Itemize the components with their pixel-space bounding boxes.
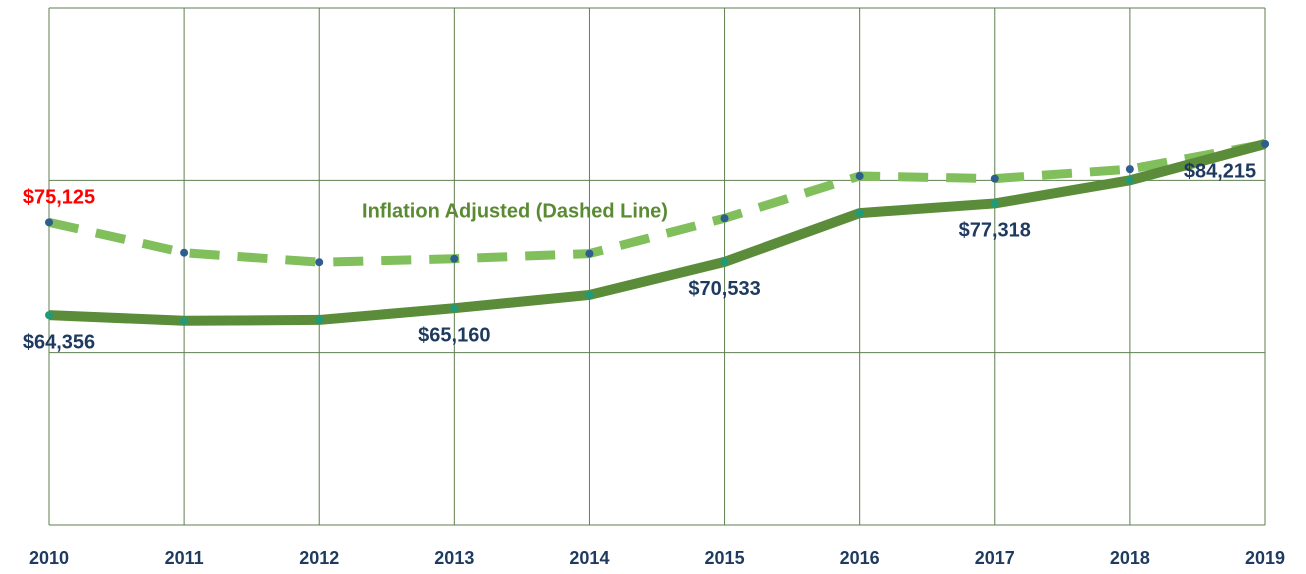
marker <box>990 199 999 208</box>
data-label: $77,318 <box>959 220 1031 242</box>
marker <box>1125 176 1134 185</box>
marker <box>45 311 53 320</box>
data-label: $64,356 <box>23 331 95 353</box>
x-tick-label: 2016 <box>840 548 880 568</box>
marker <box>720 257 729 266</box>
data-label: $65,160 <box>418 324 490 346</box>
annotation: Inflation Adjusted (Dashed Line) <box>362 200 668 222</box>
marker <box>855 209 864 218</box>
marker <box>180 248 189 257</box>
x-tick-label: 2014 <box>569 548 609 568</box>
marker <box>1125 165 1134 174</box>
marker <box>855 172 864 181</box>
marker <box>585 249 594 258</box>
marker <box>720 214 729 223</box>
x-tick-label: 2018 <box>1110 548 1150 568</box>
marker <box>1261 140 1269 149</box>
data-label: $70,533 <box>688 278 760 300</box>
grid <box>48 7 1266 526</box>
x-tick-label: 2012 <box>299 548 339 568</box>
x-tick-label: 2013 <box>434 548 474 568</box>
data-label: $84,215 <box>1184 160 1256 182</box>
marker <box>45 218 53 227</box>
x-tick-label: 2015 <box>705 548 745 568</box>
x-tick-label: 2019 <box>1245 548 1285 568</box>
marker <box>180 316 189 325</box>
marker <box>315 315 324 324</box>
dashed-line <box>48 139 1266 267</box>
marker <box>585 290 594 299</box>
marker <box>450 304 459 313</box>
marker <box>450 254 459 263</box>
x-tick-label: 2010 <box>29 548 69 568</box>
marker <box>990 174 999 183</box>
data-label: $75,125 <box>23 187 95 209</box>
solid-line <box>48 139 1267 326</box>
marker <box>315 258 324 267</box>
x-tick-label: 2011 <box>165 548 204 568</box>
x-tick-label: 2017 <box>975 548 1015 568</box>
